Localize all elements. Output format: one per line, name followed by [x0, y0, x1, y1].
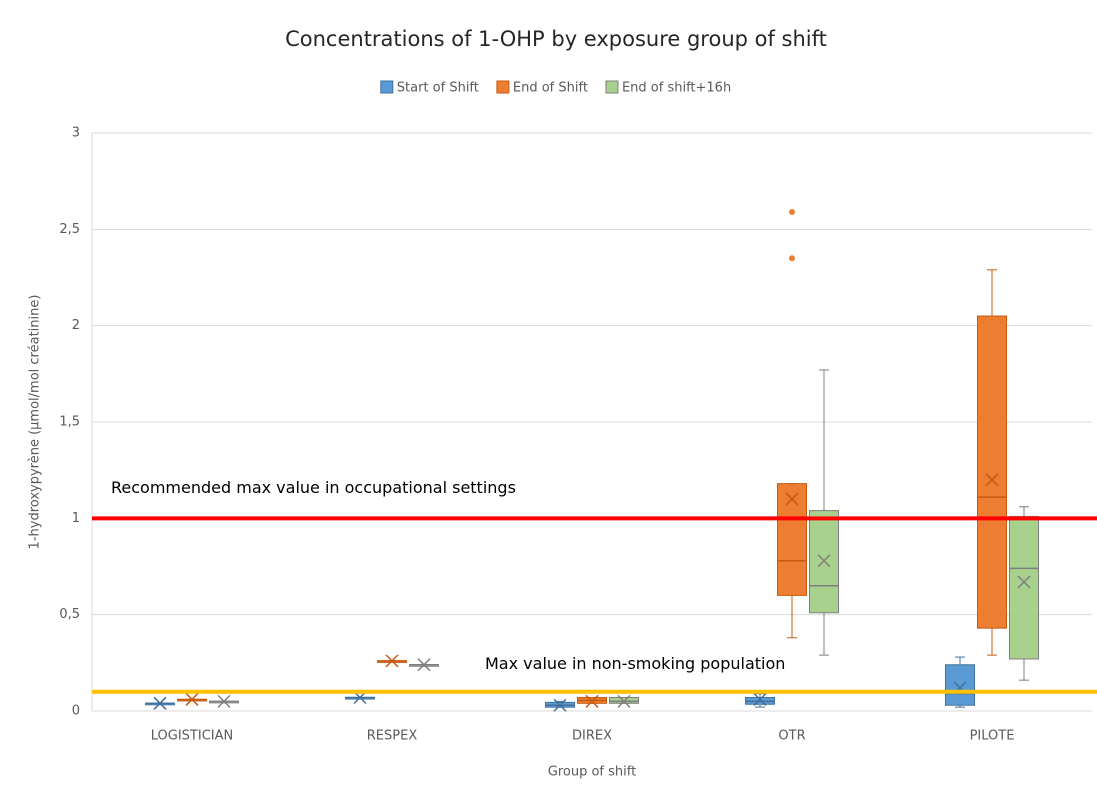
mean-marker	[817, 554, 831, 568]
x-tick-label: PILOTE	[970, 729, 1015, 744]
box	[977, 315, 1007, 629]
outlier	[789, 208, 795, 215]
y-tick-label: 1,5	[59, 415, 80, 430]
box	[777, 483, 807, 596]
mean-marker	[1017, 575, 1031, 589]
box	[945, 664, 975, 706]
outlier	[789, 255, 795, 262]
legend-swatch	[605, 80, 619, 94]
mean-marker	[185, 692, 199, 706]
reference-label: Recommended max value in occupational se…	[111, 478, 516, 497]
box	[1009, 515, 1039, 660]
mean-marker	[217, 694, 231, 708]
y-tick-label: 0	[72, 704, 80, 719]
y-tick-label: 0,5	[59, 607, 80, 622]
legend-label: Start of Shift	[397, 81, 479, 96]
mean-marker	[753, 692, 767, 706]
mean-marker	[617, 694, 631, 708]
mean-marker	[985, 473, 999, 487]
mean-marker	[153, 696, 167, 710]
y-tick-label: 3	[72, 126, 80, 141]
legend-swatch	[496, 80, 510, 94]
x-tick-label: DIREX	[572, 729, 612, 744]
legend-label: End of shift+16h	[622, 81, 731, 96]
y-axis-label: 1-hydroxypyrène (µmol/mol créatinine)	[28, 295, 43, 550]
legend-swatch	[380, 80, 394, 94]
mean-marker	[417, 658, 431, 672]
x-tick-label: LOGISTICIAN	[151, 729, 233, 744]
reference-label: Max value in non-smoking population	[485, 654, 785, 673]
mean-marker	[585, 694, 599, 708]
mean-marker	[553, 698, 567, 712]
y-tick-label: 1	[72, 511, 80, 526]
y-tick-label: 2,5	[59, 222, 80, 237]
mean-marker	[785, 492, 799, 506]
chart-title: Concentrations of 1-OHP by exposure grou…	[285, 27, 827, 51]
x-tick-label: RESPEX	[367, 729, 418, 744]
y-tick-label: 2	[72, 318, 80, 333]
x-axis-label: Group of shift	[548, 765, 636, 780]
x-tick-label: OTR	[778, 729, 805, 744]
legend-label: End of Shift	[513, 81, 588, 96]
mean-marker	[385, 654, 399, 668]
